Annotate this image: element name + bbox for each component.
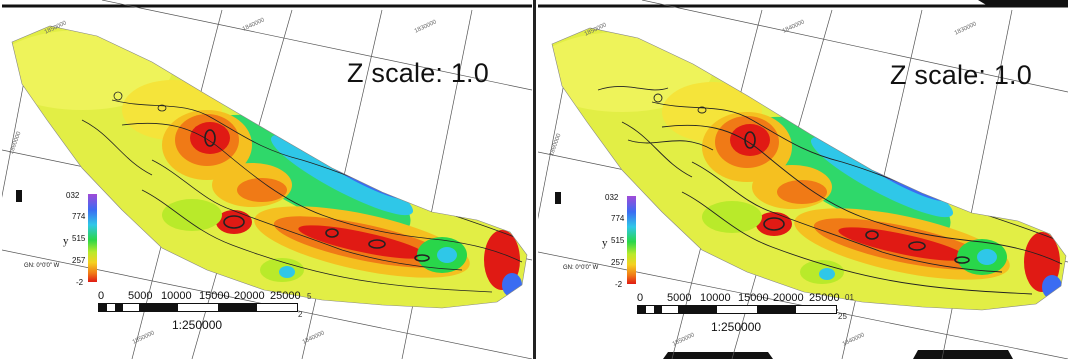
scale-tick-20000: 20000	[773, 292, 804, 304]
legend-label-515: 515	[611, 236, 625, 245]
scale-tick-25000: 25000	[809, 292, 840, 304]
edge-label-a: 01	[845, 293, 854, 302]
legend-label-515: 515	[72, 234, 86, 243]
legend-top-label: 032	[66, 191, 80, 200]
contour-lines	[597, 86, 1063, 295]
edge-label-a: 5	[307, 292, 312, 301]
grid-north-label: GN: 0°0'0" W	[563, 265, 599, 271]
legend-label-257: 257	[611, 258, 625, 267]
survey-outline	[11, 25, 528, 309]
contour-map-left	[2, 0, 532, 359]
scale-tick-5000: 5000	[667, 292, 692, 304]
z-scale-label: Z scale: 1.0	[890, 60, 1032, 90]
legend-label-min: -2	[76, 278, 84, 287]
contour-map-right	[538, 0, 1068, 359]
north-arrow-icon	[555, 192, 561, 204]
scale-tick-10000: 10000	[700, 292, 731, 304]
frame-corner	[978, 0, 1068, 6]
legend-label-min: -2	[615, 280, 623, 289]
grid-north-label: GN: 0°0'0" W	[24, 263, 60, 269]
scale-bar	[98, 303, 298, 312]
frame-corner	[663, 352, 773, 359]
z-scale-label: Z scale: 1.0	[347, 58, 489, 88]
legend-label-774: 774	[72, 212, 86, 221]
north-arrow-icon	[16, 190, 22, 202]
edge-label-b: 25	[838, 312, 847, 321]
edge-label-b: 2	[298, 310, 303, 319]
scale-tick-5000: 5000	[128, 290, 153, 302]
color-legend-bar	[88, 194, 97, 282]
scale-tick-15000: 15000	[199, 290, 230, 302]
scale-ratio: 1:250000	[711, 320, 762, 334]
map-panel-left: Z scale: 1.0 032 774 515 257 -2 y GN: 0°…	[2, 0, 532, 359]
legend-axis-glyph: y	[63, 235, 69, 247]
scale-tick-25000: 25000	[270, 290, 301, 302]
legend-axis-glyph: y	[602, 237, 608, 249]
scale-bar	[637, 305, 837, 314]
scale-tick-10000: 10000	[161, 290, 192, 302]
map-panel-right: Z scale: 1.0 032 774 515 257 -2 y GN: 0°…	[538, 0, 1068, 359]
scale-tick-20000: 20000	[234, 290, 265, 302]
legend-top-label: 032	[605, 193, 619, 202]
panel-divider	[533, 0, 536, 359]
color-legend-bar	[627, 196, 636, 284]
survey-outline	[551, 27, 1067, 311]
scale-ratio: 1:250000	[172, 318, 223, 332]
legend-label-774: 774	[611, 214, 625, 223]
scale-tick-15000: 15000	[738, 292, 769, 304]
frame-corner	[913, 350, 1013, 359]
scale-tick-0: 0	[637, 292, 644, 304]
legend-label-257: 257	[72, 256, 86, 265]
scale-tick-0: 0	[98, 290, 105, 302]
